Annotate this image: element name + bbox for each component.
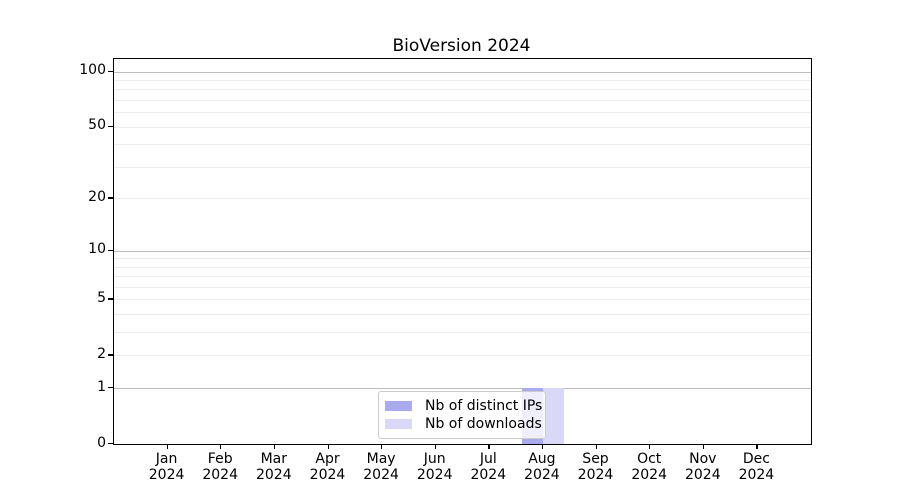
x-tick-label: Dec 2024 [738,451,775,483]
x-tick-mark [381,444,383,450]
legend: Nb of distinct IPs Nb of downloads [378,391,547,439]
gridline-minor [114,332,811,334]
gridline-minor [114,287,811,288]
x-tick-label: Apr 2024 [309,451,346,483]
gridline-minor [114,299,811,301]
bar-nb-of-downloads [542,388,565,444]
legend-item-downloads: Nb of downloads [385,415,542,433]
gridline-minor [114,100,811,101]
x-tick-label: Feb 2024 [202,451,239,483]
x-tick-mark [434,444,436,450]
gridline-minor [114,89,811,91]
y-tick-label: 10 [88,241,106,257]
gridline-major [114,250,811,252]
x-tick-mark [327,444,329,450]
x-tick-label: Jun 2024 [416,451,453,483]
x-tick-mark [756,444,758,450]
x-tick-label: May 2024 [363,451,399,483]
y-tick-mark [108,249,113,251]
x-tick-mark [488,444,490,450]
y-tick-mark [108,354,113,356]
x-tick-mark [273,444,276,450]
x-tick-mark [220,444,222,450]
gridline-minor [114,266,811,268]
y-tick-label: 2 [97,345,106,362]
legend-label-distinct-ips: Nb of distinct IPs [425,398,543,414]
x-tick-mark [595,444,597,450]
x-tick-label: Oct 2024 [631,451,668,483]
gridline-minor [114,80,811,81]
x-tick-label: Jul 2024 [470,451,507,483]
legend-swatch-distinct-ips [385,401,412,411]
x-tick-mark [649,444,651,450]
x-tick-label: Nov 2024 [684,451,721,483]
y-tick-label: 20 [88,188,106,205]
y-tick-label: 0 [97,434,106,451]
x-tick-mark [166,444,168,450]
legend-label-downloads: Nb of downloads [425,416,542,432]
x-tick-label: Sep 2024 [577,451,614,483]
y-tick-label: 1 [97,378,106,395]
y-tick-label: 5 [97,289,106,306]
x-tick-mark [702,444,705,450]
y-tick-mark [108,197,113,199]
gridline-minor [114,198,811,200]
chart-title: BioVersion 2024 [392,36,531,56]
x-tick-mark [541,444,544,450]
gridline-minor [114,144,811,146]
gridline-minor [114,355,811,357]
y-tick-mark [108,443,113,445]
gridline-minor [114,112,811,114]
x-tick-label: Mar 2024 [255,451,292,483]
y-tick-mark [108,298,113,300]
legend-item-distinct-ips: Nb of distinct IPs [385,397,542,415]
y-tick-label: 50 [88,117,106,134]
gridline-minor [114,126,811,128]
y-tick-mark [108,125,113,127]
gridline-minor [114,166,811,168]
gridline-major [114,71,811,73]
gridline-minor [114,276,811,278]
x-tick-label: Jan 2024 [148,451,185,483]
plot-area [113,58,812,445]
gridline-major [114,388,811,390]
gridline-minor [114,314,811,316]
legend-swatch-downloads [385,419,412,429]
y-tick-mark [108,70,113,72]
y-tick-label: 100 [79,62,106,79]
y-tick-mark [108,387,113,389]
x-tick-label: Aug 2024 [524,451,560,483]
gridline-minor [114,258,811,260]
